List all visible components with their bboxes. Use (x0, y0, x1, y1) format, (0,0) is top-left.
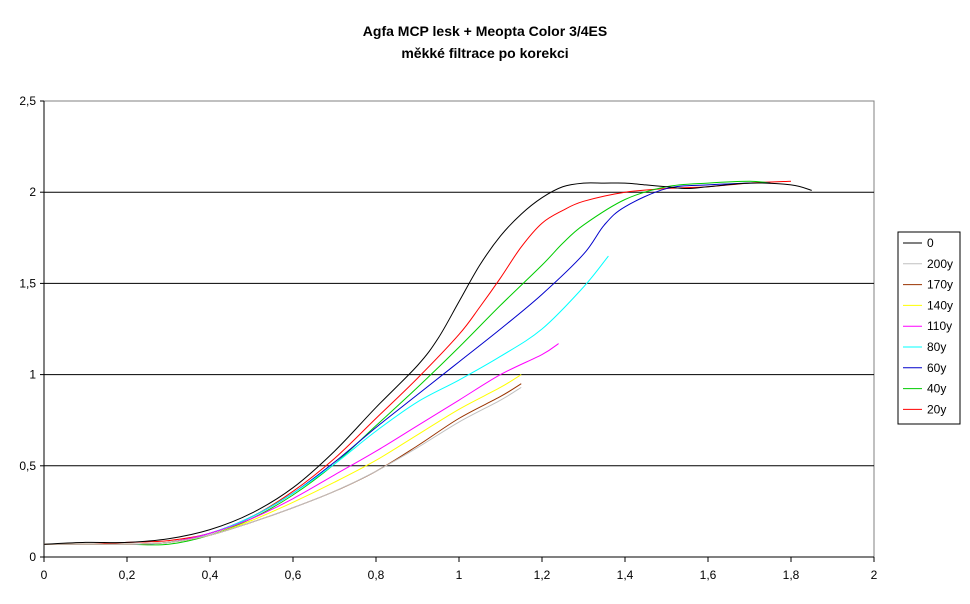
chart-subtitle: měkké filtrace po korekci (401, 45, 568, 61)
legend-label-140y: 140y (927, 298, 953, 312)
legend-label-80y: 80y (927, 340, 946, 354)
legend-label-200y: 200y (927, 257, 953, 271)
x-tick-label: 0,2 (119, 568, 136, 582)
x-tick-label: 2 (871, 568, 878, 582)
series-line-40y (44, 180, 771, 546)
y-tick-label: 0 (29, 550, 36, 564)
legend-label-40y: 40y (927, 382, 946, 396)
x-tick-label: 1 (456, 568, 463, 582)
legend-label-170y: 170y (927, 278, 953, 292)
x-tick-label: 1,8 (783, 568, 800, 582)
y-tick-label: 0,5 (19, 459, 36, 473)
y-tick-label: 2 (29, 185, 36, 199)
x-tick-label: 1,2 (534, 568, 551, 582)
series-line-0 (43, 182, 812, 545)
x-tick-label: 0,4 (202, 568, 219, 582)
gridlines (44, 191, 874, 467)
legend-label-110y: 110y (927, 319, 952, 333)
legend-label-20y: 20y (927, 402, 946, 416)
y-tick-label: 2,5 (19, 94, 36, 108)
x-tick-label: 0 (41, 568, 48, 582)
legend: 0 200y 170y 140y 110y 80y 60y 40y 20y (897, 231, 961, 425)
series-line-200y (44, 386, 522, 545)
chart-title: Agfa MCP lesk + Meopta Color 3/4ES (363, 23, 607, 39)
legend-label-0: 0 (927, 236, 934, 250)
x-tick-label: 0,6 (285, 568, 302, 582)
y-tick-label: 1 (29, 368, 36, 382)
plot-area (43, 100, 875, 558)
x-tick-label: 0,8 (368, 568, 385, 582)
series-lines (43, 180, 812, 546)
y-tick-label: 1,5 (19, 276, 36, 290)
axes: 0 0,5 1 1,5 2 2,5 0 0,2 0,4 0,6 0,8 1 1,2 1,4 1,6 1,8 2 (19, 94, 877, 582)
x-tick-label: 1,4 (617, 568, 634, 582)
x-tick-label: 1,6 (700, 568, 717, 582)
series-line-20y (43, 180, 792, 545)
legend-label-60y: 60y (927, 361, 946, 375)
